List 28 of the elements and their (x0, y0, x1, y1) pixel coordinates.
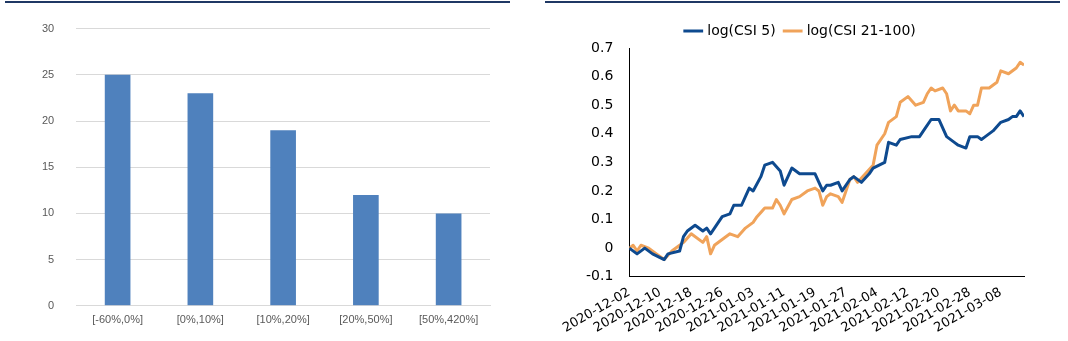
bar (435, 213, 462, 306)
bar (353, 194, 379, 306)
y-tick-label: 0 (604, 238, 614, 255)
y-tick-label: 0.2 (591, 181, 614, 198)
bar (270, 130, 296, 306)
legend-label: log(CSI 21-100) (806, 21, 916, 38)
x-tick-label: [-60%,0%] (92, 313, 143, 326)
y-tick-label: -0.1 (585, 267, 614, 284)
y-tick-label: 0.7 (591, 38, 614, 55)
x-tick-label: [20%,50%] (339, 313, 393, 326)
y-tick-label: 20 (41, 114, 55, 127)
x-tick-label: [10%,20%] (256, 313, 310, 326)
bar (187, 93, 214, 306)
y-tick-label: 0.6 (591, 67, 614, 84)
y-tick-label: 15 (41, 160, 55, 173)
legend-label: log(CSI 5) (707, 21, 776, 38)
y-tick-label: 30 (41, 21, 55, 34)
y-tick-label: 5 (48, 252, 55, 265)
y-tick-label: 0.5 (591, 95, 614, 112)
bar (104, 74, 131, 306)
y-tick-label: 0 (48, 298, 55, 311)
y-tick-label: 0.4 (591, 124, 614, 141)
y-tick-label: 0.1 (591, 210, 614, 227)
y-tick-label: 10 (41, 206, 55, 219)
y-tick-label: 25 (41, 67, 55, 80)
y-tick-label: 0.3 (591, 153, 614, 169)
x-tick-label: [0%,10%] (176, 313, 224, 326)
x-tick-label: [50%,420%] (418, 313, 479, 326)
